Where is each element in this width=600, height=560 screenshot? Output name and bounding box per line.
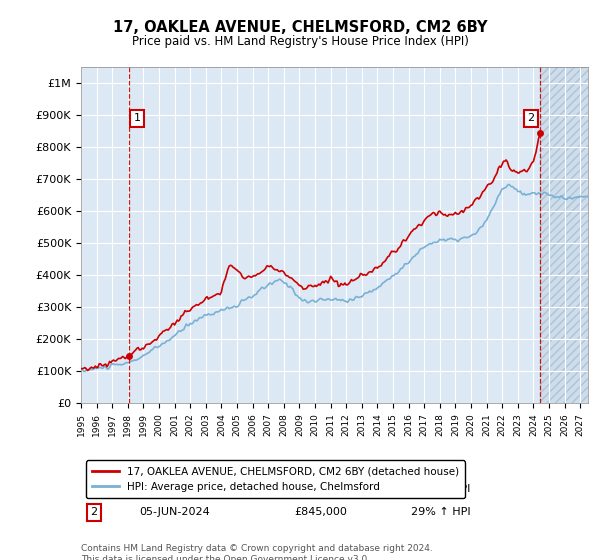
- Text: 11% ↑ HPI: 11% ↑ HPI: [410, 484, 470, 494]
- Text: Price paid vs. HM Land Registry's House Price Index (HPI): Price paid vs. HM Land Registry's House …: [131, 35, 469, 48]
- Text: 17, OAKLEA AVENUE, CHELMSFORD, CM2 6BY: 17, OAKLEA AVENUE, CHELMSFORD, CM2 6BY: [113, 20, 487, 35]
- Text: Contains HM Land Registry data © Crown copyright and database right 2024.
This d: Contains HM Land Registry data © Crown c…: [81, 544, 433, 560]
- Text: 2: 2: [527, 114, 535, 123]
- Text: 29% ↑ HPI: 29% ↑ HPI: [410, 507, 470, 517]
- Text: 05-JUN-2024: 05-JUN-2024: [139, 507, 210, 517]
- Text: 1: 1: [133, 114, 140, 123]
- Legend: 17, OAKLEA AVENUE, CHELMSFORD, CM2 6BY (detached house), HPI: Average price, det: 17, OAKLEA AVENUE, CHELMSFORD, CM2 6BY (…: [86, 460, 465, 498]
- Text: £845,000: £845,000: [294, 507, 347, 517]
- Text: 2: 2: [90, 507, 97, 517]
- Text: 30-JAN-1998: 30-JAN-1998: [139, 484, 209, 494]
- Text: 1: 1: [90, 484, 97, 494]
- Text: £148,000: £148,000: [294, 484, 347, 494]
